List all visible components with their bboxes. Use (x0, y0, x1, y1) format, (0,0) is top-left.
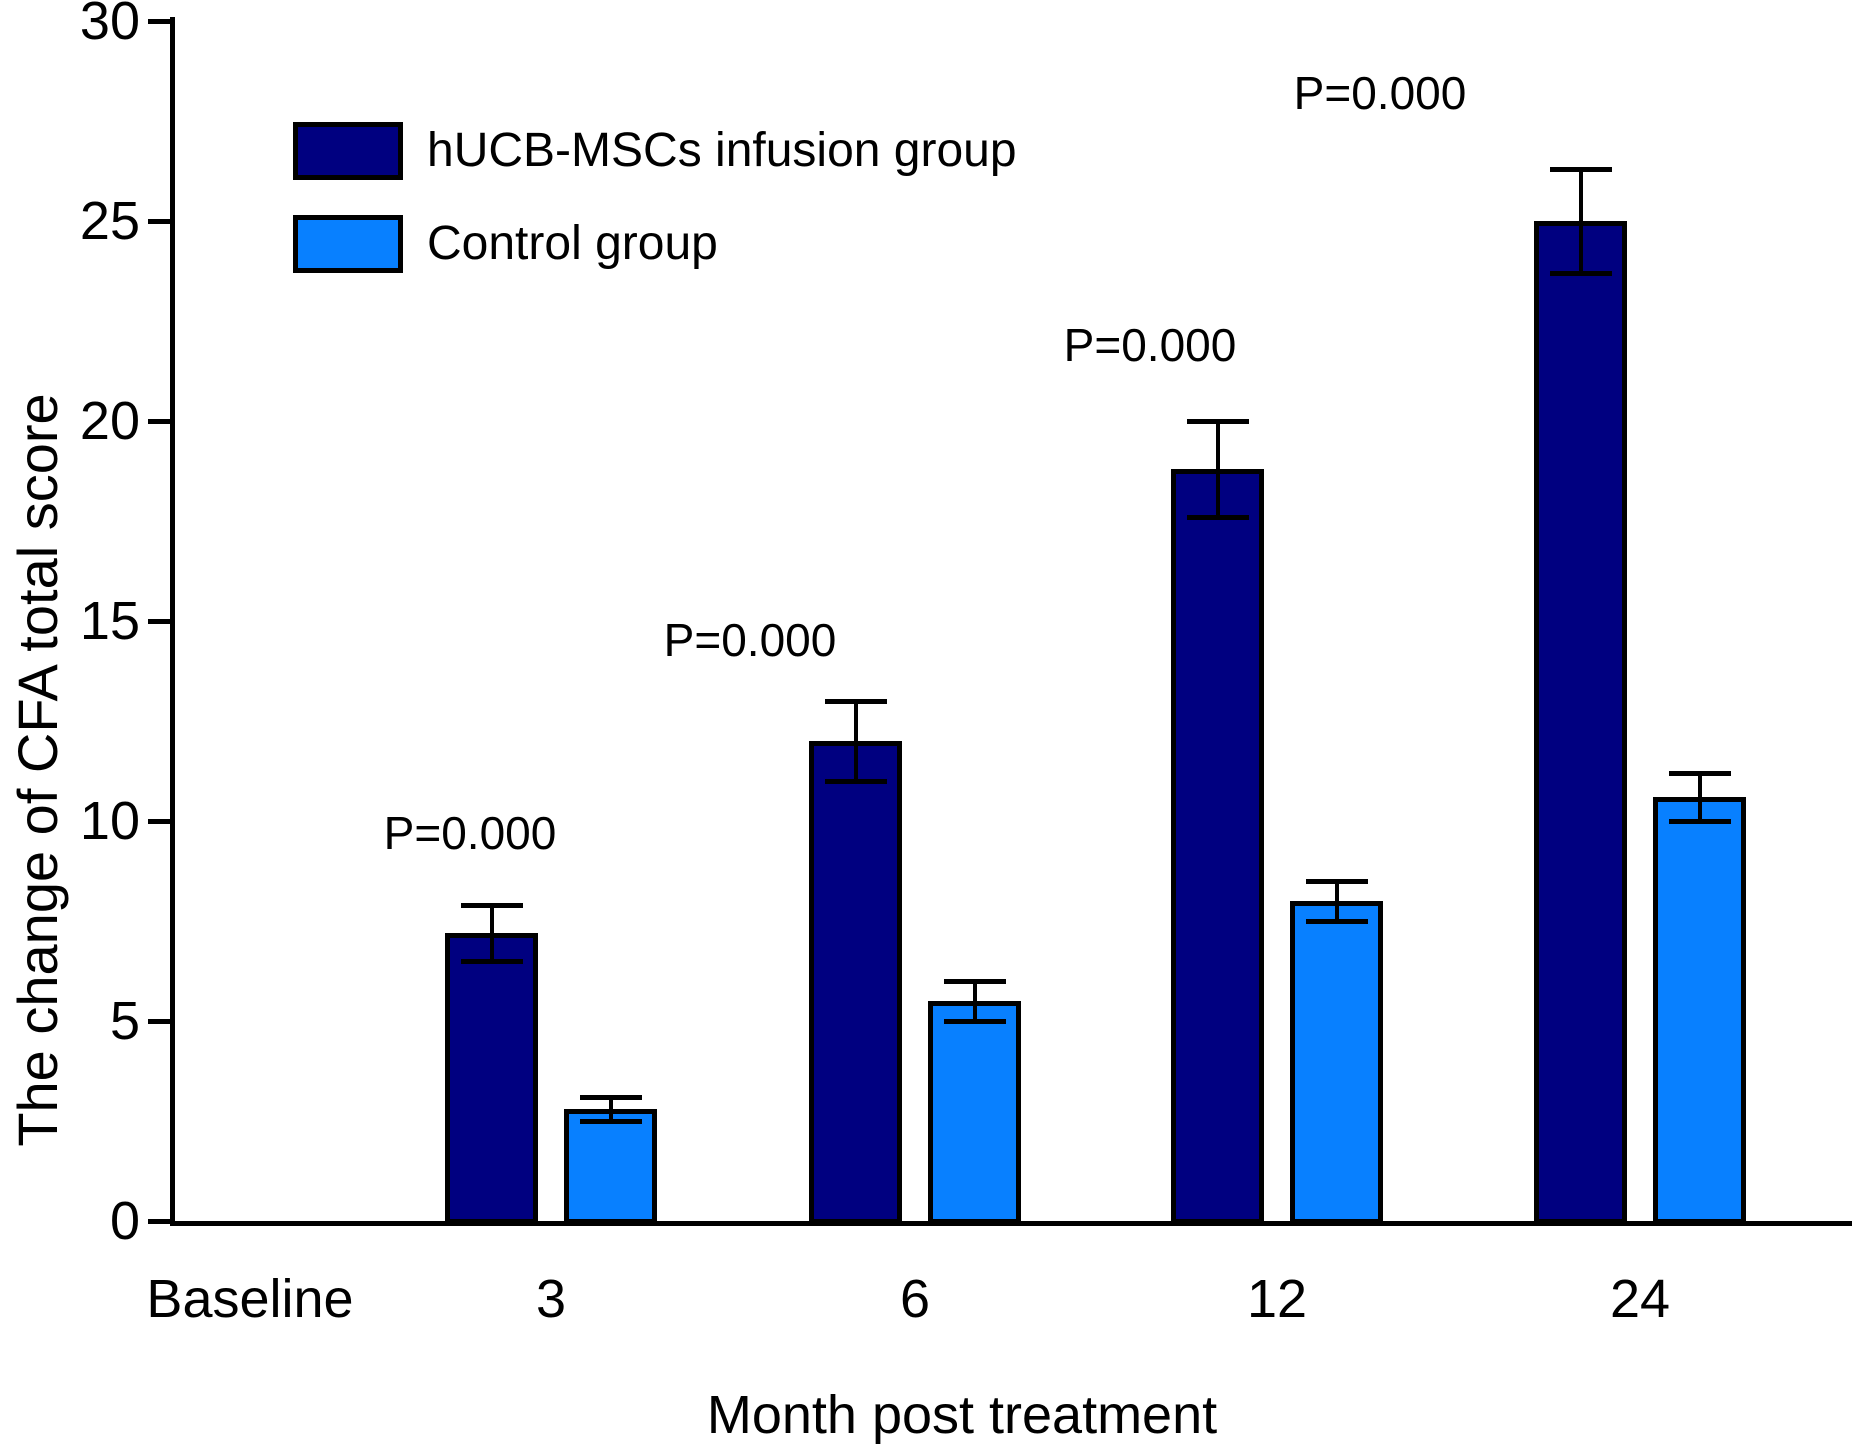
error-bar-line (1334, 881, 1339, 921)
bar-control-month-12 (1290, 901, 1383, 1224)
error-bar-line (608, 1097, 613, 1121)
y-tick-label: 10 (79, 791, 140, 851)
error-bar-cap-top (1305, 879, 1368, 884)
error-bar-cap-bottom (1549, 271, 1612, 276)
error-bar-cap-top (1668, 771, 1731, 776)
error-bar-line (1697, 773, 1702, 821)
p-value-annotation: P=0.000 (663, 614, 837, 666)
error-bar-line (1578, 169, 1583, 273)
error-bar-cap-bottom (943, 1019, 1006, 1024)
bar-infusion-month-24 (1534, 221, 1627, 1224)
p-value-annotation: P=0.000 (383, 807, 557, 859)
legend-label-infusion-group: hUCB-MSCs infusion group (427, 124, 1017, 177)
x-category-label: Baseline (146, 1269, 354, 1329)
bar-infusion-month-3 (445, 933, 538, 1224)
error-bar-cap-bottom (579, 1119, 642, 1124)
y-tick-label: 15 (79, 591, 140, 651)
error-bar-cap-bottom (1668, 819, 1731, 824)
error-bar-cap-bottom (1305, 919, 1368, 924)
y-tick-mark (148, 1019, 170, 1024)
y-tick-mark (148, 819, 170, 824)
y-tick-mark (148, 1219, 170, 1224)
legend: hUCB-MSCs infusion group Control group (293, 122, 1017, 282)
y-tick-mark (148, 219, 170, 224)
error-bar-cap-bottom (1186, 515, 1249, 520)
error-bar-line (489, 905, 494, 961)
error-bar-cap-top (1186, 419, 1249, 424)
x-category-label: 6 (899, 1269, 931, 1329)
y-tick-mark (148, 19, 170, 24)
bar-control-month-3 (564, 1109, 657, 1224)
error-bar-cap-top (943, 979, 1006, 984)
x-category-label: 12 (1246, 1269, 1308, 1329)
y-tick-label: 30 (79, 0, 140, 51)
p-value-annotation: P=0.000 (1293, 67, 1467, 119)
y-tick-label: 5 (109, 991, 140, 1051)
y-tick-mark (148, 419, 170, 424)
legend-swatch-infusion-group (293, 122, 403, 180)
error-bar-cap-bottom (460, 959, 523, 964)
p-value-annotation: P=0.000 (1063, 319, 1237, 371)
error-bar-line (1215, 421, 1220, 517)
y-tick-mark (148, 619, 170, 624)
y-axis-line (170, 17, 175, 1225)
y-tick-label: 25 (79, 191, 140, 251)
legend-label-control-group: Control group (427, 217, 718, 270)
error-bar-cap-bottom (824, 779, 887, 784)
error-bar-cap-top (579, 1095, 642, 1100)
bar-infusion-month-12 (1171, 469, 1264, 1224)
bar-infusion-month-6 (809, 741, 902, 1224)
bar-control-month-6 (928, 1001, 1021, 1224)
y-tick-label: 20 (79, 391, 140, 451)
error-bar-line (972, 981, 977, 1021)
error-bar-cap-top (824, 699, 887, 704)
error-bar-cap-top (460, 903, 523, 908)
error-bar-cap-top (1549, 167, 1612, 172)
x-axis-title: Month post treatment (706, 1385, 1218, 1445)
x-category-label: 24 (1609, 1269, 1671, 1329)
error-bar-line (853, 701, 858, 781)
legend-swatch-control-group (293, 215, 403, 273)
y-tick-label: 0 (109, 1191, 140, 1251)
bar-control-month-24 (1653, 797, 1746, 1224)
x-category-label: 3 (535, 1269, 567, 1329)
